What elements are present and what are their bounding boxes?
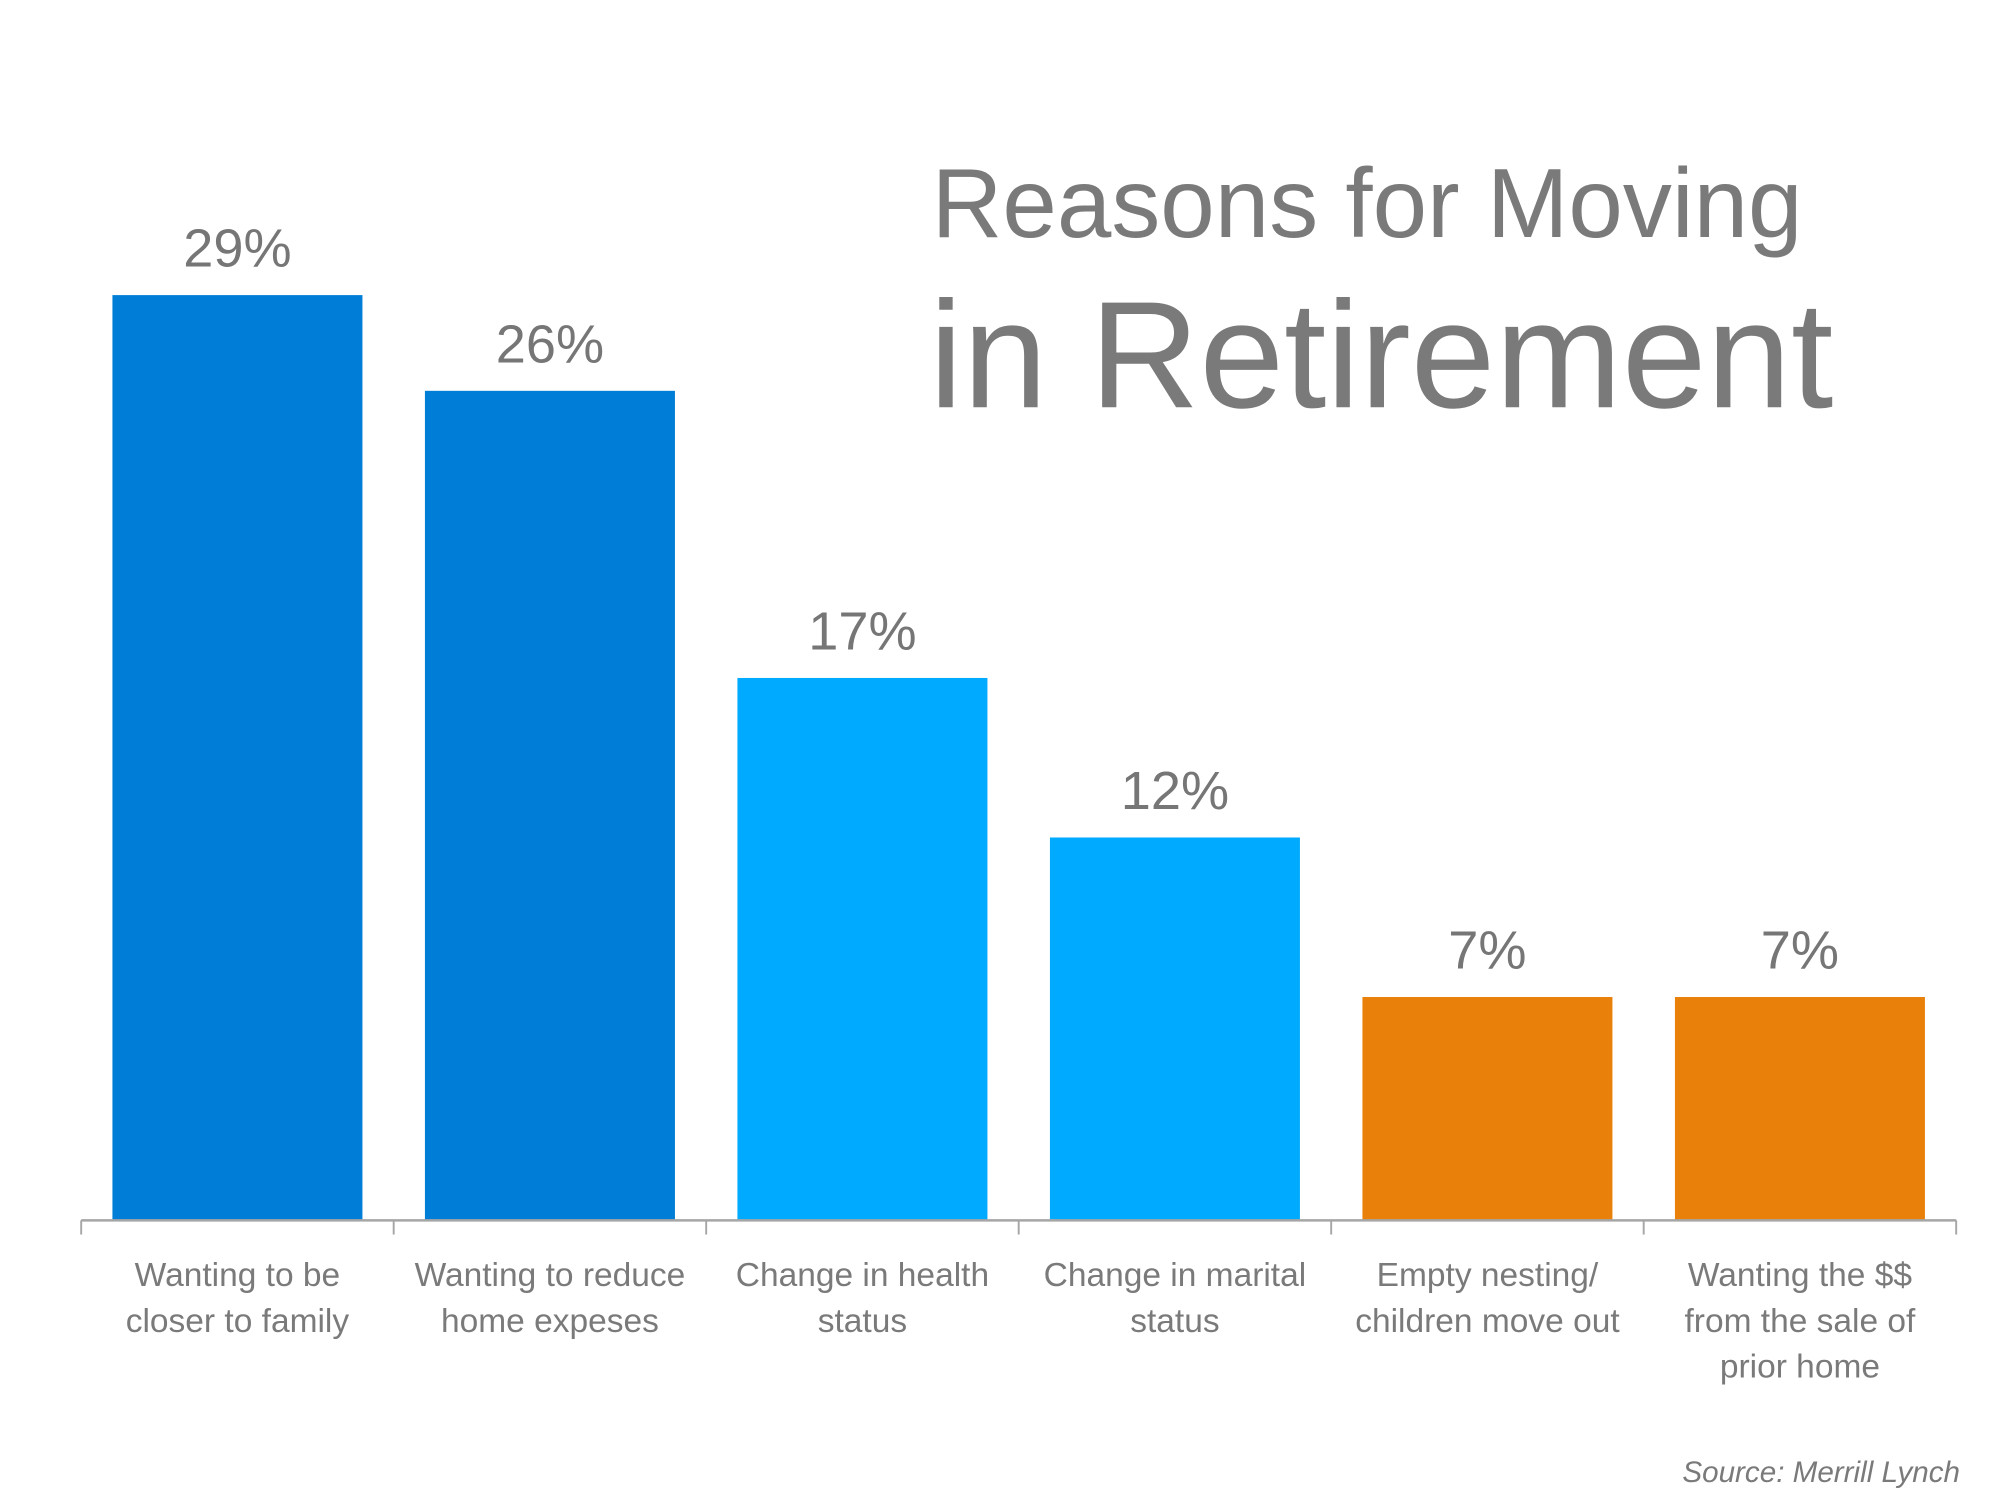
category-label-4: Change in marital status: [1044, 1257, 1307, 1340]
data-label-5: 7%: [1448, 921, 1526, 981]
data-label-2: 26%: [496, 314, 604, 374]
category-label-6: Wanting the $$ from the sale of prior home: [1684, 1257, 1916, 1385]
category-label-2: Wanting to reduce home expeses: [415, 1257, 686, 1340]
bar-6: [1674, 997, 1925, 1221]
category-label-1: Wanting to be closer to family: [126, 1257, 350, 1340]
bar-5: [1362, 997, 1613, 1221]
source-note: Source: Merrill Lynch: [1682, 1456, 1960, 1489]
data-label-6: 7%: [1761, 921, 1839, 981]
category-label-5: Empty nesting/children move out: [1355, 1257, 1620, 1340]
bar-2: [424, 390, 675, 1221]
data-label-4: 12%: [1121, 761, 1229, 821]
bar-4: [1049, 837, 1300, 1221]
data-label-3: 17%: [808, 602, 916, 662]
category-label-3: Change in health status: [736, 1257, 989, 1340]
chart-title-line2: in Retirement: [929, 270, 1833, 440]
bar-3: [737, 677, 988, 1221]
bar-1: [112, 295, 363, 1221]
chart-title-line1: Reasons for Moving: [932, 148, 1803, 258]
data-label-1: 29%: [183, 219, 291, 279]
